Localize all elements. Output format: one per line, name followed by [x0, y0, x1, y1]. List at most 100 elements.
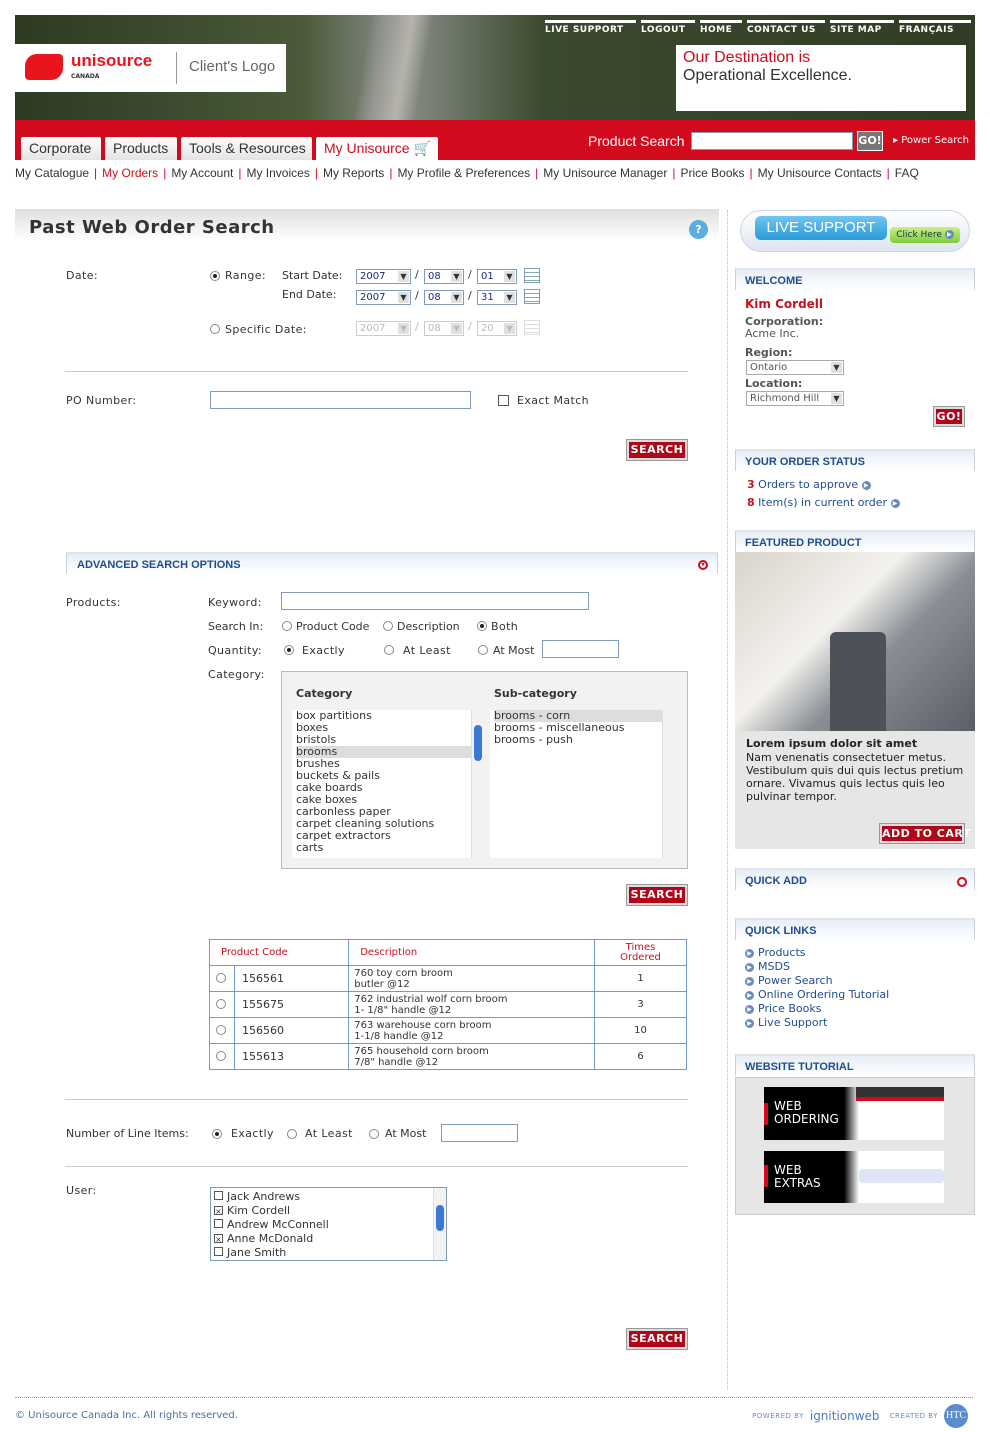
end-month-select[interactable]: 08 [424, 290, 464, 305]
category-option[interactable]: carts [296, 841, 324, 854]
category-list[interactable]: box partitions boxes bristols brooms brushes… [292, 710, 471, 858]
start-year-select[interactable]: 2007 [356, 269, 411, 284]
user-checkbox[interactable] [214, 1191, 223, 1200]
category-option[interactable]: buckets & pails [296, 769, 380, 782]
tab-corporate[interactable]: Corporate [21, 137, 101, 160]
line-items-at-most-radio[interactable] [369, 1129, 379, 1139]
user-option[interactable]: Jane Smith [214, 1246, 329, 1260]
help-icon[interactable]: ? [689, 220, 708, 239]
user-option[interactable]: × Anne McDonald [214, 1232, 329, 1246]
quantity-exactly-radio[interactable] [284, 645, 294, 655]
subnav-my-invoices[interactable]: My Invoices [246, 166, 310, 180]
end-day-select[interactable]: 31 [477, 290, 517, 305]
user-checkbox[interactable]: × [214, 1234, 223, 1244]
francais-link[interactable]: FRANÇAIS [899, 20, 971, 35]
quick-link[interactable]: ▶ Products [745, 946, 889, 960]
product-search-go-button[interactable]: GO! [857, 131, 883, 151]
category-option[interactable]: brushes [296, 757, 340, 770]
ignitionweb-logo[interactable]: ignitionweb [809, 1409, 880, 1423]
quick-add-header[interactable]: QUICK ADD [735, 868, 975, 890]
search-in-description-radio[interactable] [383, 621, 393, 631]
subnav-price-books[interactable]: Price Books [680, 166, 745, 180]
advanced-search-button[interactable]: SEARCH [626, 884, 688, 906]
category-option[interactable]: carbonless paper [296, 805, 391, 818]
category-option[interactable]: brooms [296, 746, 471, 758]
home-link[interactable]: HOME [700, 20, 742, 35]
subnav-manager[interactable]: My Unisource Manager [543, 166, 668, 180]
user-checkbox[interactable]: × [214, 1206, 223, 1216]
category-option[interactable]: bristols [296, 733, 337, 746]
category-option[interactable]: carpet cleaning solutions [296, 817, 435, 830]
subcategory-option[interactable]: brooms - corn [494, 710, 662, 722]
htc-logo[interactable]: HTC [944, 1404, 968, 1428]
quantity-input[interactable] [542, 640, 619, 658]
category-option[interactable]: cake boxes [296, 793, 358, 806]
click-here-button[interactable]: Click Here ▶ [890, 227, 960, 243]
category-option[interactable]: box partitions [296, 710, 372, 722]
subcategory-option[interactable]: brooms - push [494, 733, 573, 746]
subnav-my-reports[interactable]: My Reports [322, 166, 385, 180]
user-option[interactable]: Jack Andrews [214, 1190, 329, 1204]
user-checkbox[interactable] [214, 1219, 223, 1228]
table-row[interactable]: 155613 765 household corn broom 7/8" handl… [209, 1043, 687, 1070]
quick-link[interactable]: ▶ Power Search [745, 974, 889, 988]
subnav-my-profile[interactable]: My Profile & Preferences [397, 166, 531, 180]
start-day-select[interactable]: 01 [477, 269, 517, 284]
welcome-go-button[interactable]: GO! [933, 406, 965, 427]
orders-to-approve-link[interactable]: 3 Orders to approve ▶ [747, 478, 871, 491]
subcategory-option[interactable]: brooms - miscellaneous [494, 721, 625, 734]
table-row[interactable]: 155675 762 industrial wolf corn broom 1- 1… [209, 991, 687, 1018]
site-map-link[interactable]: SITE MAP [830, 20, 894, 35]
range-radio[interactable] [210, 271, 220, 281]
line-items-exactly-radio[interactable] [212, 1129, 222, 1139]
user-list[interactable]: Jack Andrews × Kim Cordell Andrew McConnell… [210, 1187, 447, 1261]
category-option[interactable]: boxes [296, 721, 329, 734]
location-select[interactable]: Richmond Hill [746, 391, 844, 406]
row-select-cell[interactable] [209, 1043, 235, 1070]
subcategory-scrollbar[interactable] [662, 710, 675, 858]
quantity-at-most-radio[interactable] [478, 645, 488, 655]
row-select-radio[interactable] [216, 1025, 226, 1035]
contact-us-link[interactable]: CONTACT US [747, 20, 825, 35]
calendar-icon[interactable] [524, 289, 540, 304]
expand-icon[interactable] [957, 877, 967, 887]
row-select-radio[interactable] [216, 973, 226, 983]
category-scrollbar[interactable] [471, 710, 484, 858]
start-month-select[interactable]: 08 [424, 269, 464, 284]
tab-products[interactable]: Products [105, 137, 177, 160]
category-option[interactable]: carpet extractors [296, 829, 391, 842]
subcategory-list[interactable]: brooms - corn brooms - miscellaneous broom… [490, 710, 662, 858]
product-search-input[interactable] [691, 132, 853, 150]
subnav-contacts[interactable]: My Unisource Contacts [757, 166, 882, 180]
user-checkbox[interactable] [214, 1247, 223, 1256]
po-number-input[interactable] [210, 391, 471, 409]
specific-date-radio[interactable] [210, 324, 220, 334]
line-items-input[interactable] [441, 1124, 518, 1142]
search-in-product-code-radio[interactable] [282, 621, 292, 631]
user-option[interactable]: × Kim Cordell [214, 1204, 329, 1218]
line-items-at-least-radio[interactable] [287, 1129, 297, 1139]
power-search-link[interactable]: ▸ Power Search [893, 135, 969, 146]
tutorial-web-ordering[interactable]: WEB ORDERING [764, 1087, 944, 1140]
live-support-link[interactable]: LIVE SUPPORT [545, 20, 636, 35]
tutorial-web-extras[interactable]: WEB EXTRAS [764, 1151, 944, 1203]
row-select-cell[interactable] [209, 1017, 235, 1044]
subnav-my-account[interactable]: My Account [171, 166, 234, 180]
user-list-scrollbar[interactable] [433, 1188, 446, 1260]
search-in-both-radio[interactable] [477, 621, 487, 631]
quick-link[interactable]: ▶ Live Support [745, 1016, 889, 1030]
logo-area[interactable]: unisource CANADA Client's Logo [15, 44, 286, 92]
end-year-select[interactable]: 2007 [356, 290, 411, 305]
bottom-search-button[interactable]: SEARCH [626, 1328, 688, 1350]
subnav-faq[interactable]: FAQ [894, 166, 919, 180]
live-support-banner[interactable]: LIVE SUPPORT Click Here ▶ [740, 210, 970, 252]
subnav-my-orders[interactable]: My Orders [102, 166, 159, 180]
advanced-search-header[interactable]: ADVANCED SEARCH OPTIONS ▾ [66, 552, 718, 574]
row-select-radio[interactable] [216, 999, 226, 1009]
quick-link[interactable]: ▶ Price Books [745, 1002, 889, 1016]
category-option[interactable]: cake boards [296, 781, 363, 794]
calendar-icon[interactable] [524, 268, 540, 283]
row-select-cell[interactable] [209, 991, 235, 1018]
subnav-my-catalogue[interactable]: My Catalogue [15, 166, 90, 180]
search-button[interactable]: SEARCH [626, 439, 688, 461]
